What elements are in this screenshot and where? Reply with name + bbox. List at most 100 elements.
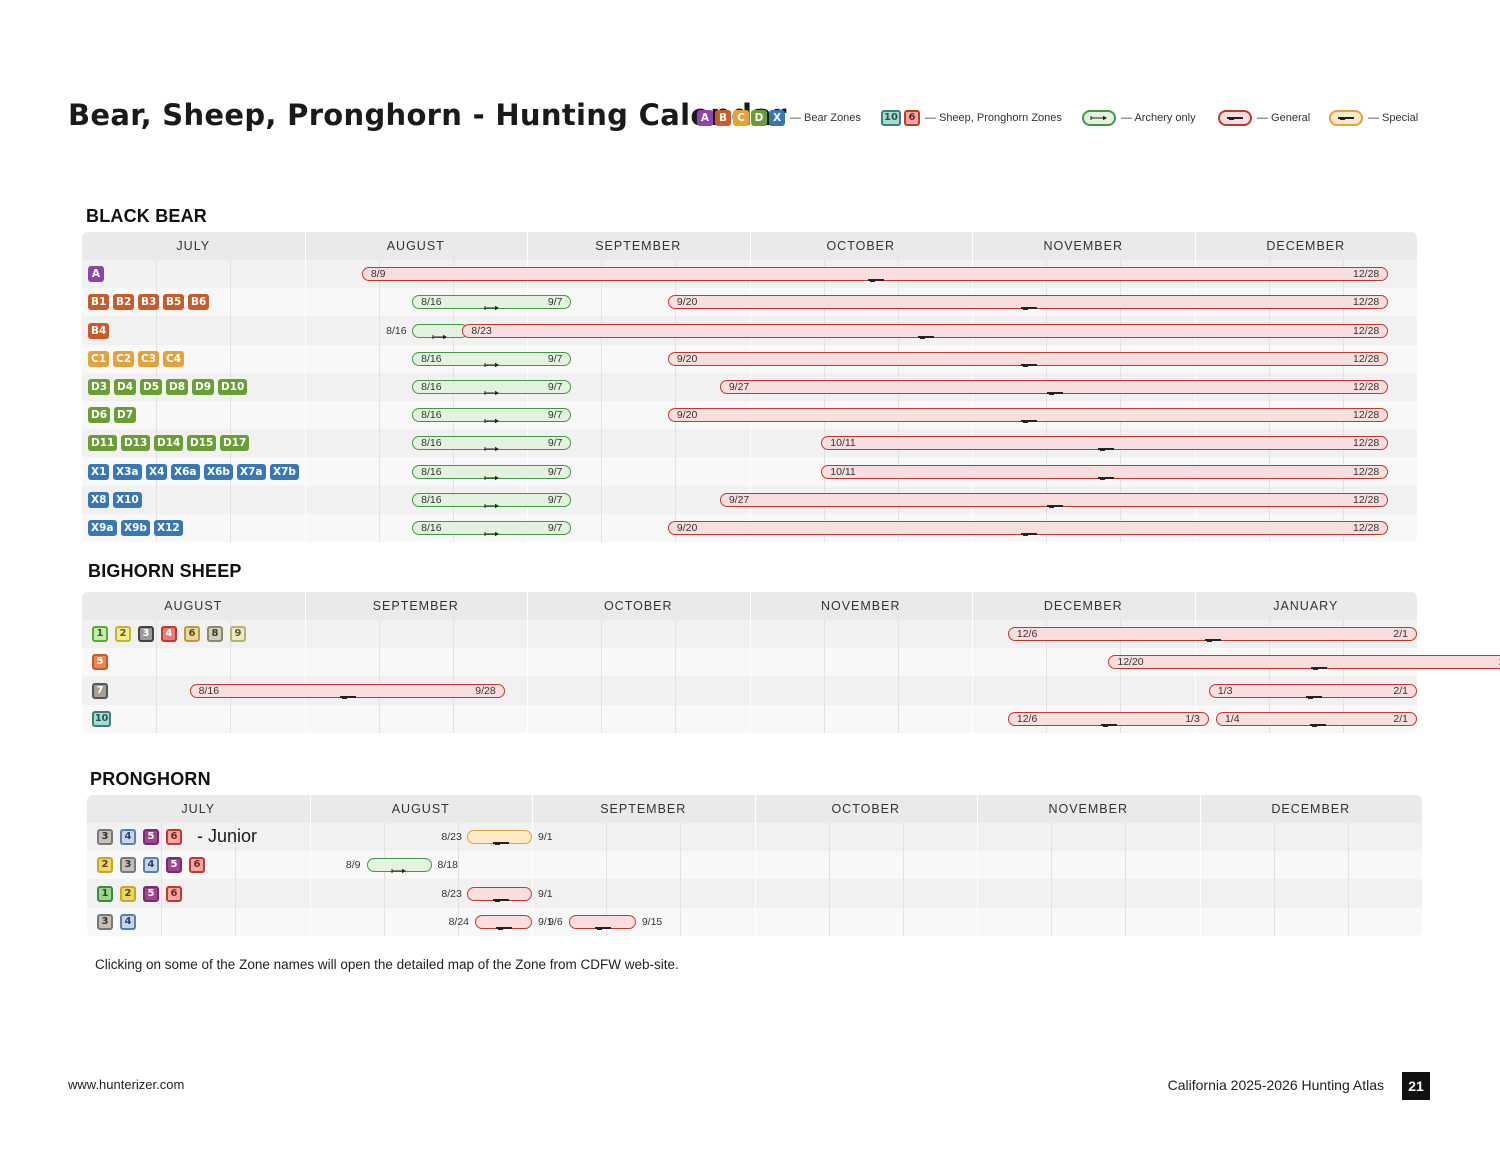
zone-badge-8[interactable]: 8 (207, 626, 223, 643)
zone-badge-b6[interactable]: B6 (188, 294, 210, 311)
general-season-bar[interactable] (474, 914, 532, 930)
special-season-bar[interactable] (467, 830, 532, 846)
zone-badge-1[interactable]: 1 (97, 885, 113, 902)
zone-badge-b2[interactable]: B2 (113, 294, 135, 311)
zone-badge-x4[interactable]: X4 (146, 463, 168, 480)
zone-badge-d3[interactable]: D3 (88, 378, 111, 395)
general-season-bar[interactable]: 10/11 12/28 (821, 464, 1389, 480)
zone-badge-d5[interactable]: D5 (140, 378, 163, 395)
zone-badge-1[interactable]: 1 (92, 626, 108, 643)
general-season-bar[interactable]: 9/20 12/28 (667, 520, 1389, 536)
archery-arrow-icon (484, 383, 500, 401)
zone-badge-10[interactable]: 10 (92, 710, 112, 727)
zone-badge-x12[interactable]: X12 (154, 519, 183, 536)
zone-badge-c1[interactable]: C1 (88, 350, 110, 367)
archery-season-bar[interactable] (412, 323, 469, 339)
zone-badge-6[interactable]: 6 (166, 885, 182, 902)
zone-badge-x8[interactable]: X8 (88, 491, 110, 508)
general-season-bar[interactable]: 12/6 2/1 (1007, 627, 1417, 643)
zone-badge-d7[interactable]: D7 (114, 407, 137, 424)
zone-badge-4[interactable]: 4 (120, 829, 136, 846)
season-end-date: 9/7 (547, 352, 563, 365)
general-season-bar[interactable]: 9/27 12/28 (719, 379, 1389, 395)
general-season-bar[interactable] (467, 886, 532, 902)
season-end-date: 1/3 (1185, 712, 1200, 725)
zone-badge-6[interactable]: 6 (189, 857, 205, 874)
zone-badge-4[interactable]: 4 (161, 626, 177, 643)
general-season-bar[interactable]: 8/9 12/28 (361, 267, 1389, 283)
zone-badge-c4[interactable]: C4 (163, 350, 185, 367)
zone-badge-x9b[interactable]: X9b (121, 519, 150, 536)
website-link[interactable]: www.hunterizer.com (68, 1077, 185, 1092)
zone-badge-4[interactable]: 4 (143, 857, 159, 874)
archery-season-bar[interactable]: 8/16 9/7 (412, 492, 572, 508)
zone-badge-2[interactable]: 2 (97, 857, 113, 874)
zone-badge-3[interactable]: 3 (138, 626, 154, 643)
zone-badge-b5[interactable]: B5 (163, 294, 185, 311)
zone-badge-5[interactable]: 5 (143, 885, 159, 902)
zone-badge-d11[interactable]: D11 (88, 435, 118, 452)
general-season-bar[interactable]: 8/16 9/28 (189, 683, 505, 699)
zone-badge-5[interactable]: 5 (92, 654, 108, 671)
general-season-bar[interactable]: 9/20 12/28 (667, 351, 1389, 367)
general-season-bar[interactable]: 8/23 12/28 (462, 323, 1389, 339)
archery-season-bar[interactable]: 8/16 9/7 (412, 436, 572, 452)
zone-badge-d6[interactable]: D6 (88, 407, 111, 424)
zone-badge-6[interactable]: 6 (166, 829, 182, 846)
zone-badge-d9[interactable]: D9 (192, 378, 215, 395)
zone-badge-d10[interactable]: D10 (218, 378, 248, 395)
general-season-bar[interactable]: 12/20 2/15 (1108, 655, 1500, 671)
zone-badge-x3a[interactable]: X3a (113, 463, 142, 480)
general-season-bar[interactable]: 9/20 12/28 (667, 408, 1389, 424)
general-season-bar[interactable]: 9/27 12/28 (719, 492, 1389, 508)
zone-badge-x10[interactable]: X10 (113, 491, 142, 508)
archery-season-bar[interactable]: 8/16 9/7 (412, 351, 572, 367)
zone-badge-x6a[interactable]: X6a (171, 463, 200, 480)
zone-badge-x9a[interactable]: X9a (88, 519, 117, 536)
zone-badge-x7b[interactable]: X7b (270, 463, 299, 480)
zone-badge-4[interactable]: 4 (120, 913, 136, 930)
zone-badge-c3[interactable]: C3 (138, 350, 160, 367)
zone-badge-3[interactable]: 3 (120, 857, 136, 874)
zone-badge-x6b[interactable]: X6b (204, 463, 233, 480)
zone-badge-b3[interactable]: B3 (138, 294, 160, 311)
season-end-date: 2/15 (1499, 655, 1500, 669)
zone-badge-d13[interactable]: D13 (121, 435, 151, 452)
zone-badge-d15[interactable]: D15 (187, 435, 217, 452)
general-season-bar[interactable] (569, 914, 636, 930)
zone-badge-x1[interactable]: X1 (88, 463, 110, 480)
archery-season-bar[interactable]: 8/16 9/7 (412, 379, 572, 396)
zone-badge-3[interactable]: 3 (97, 913, 113, 930)
legend-bear-zones-label: — Bear Zones (790, 112, 861, 124)
zone-badge-d17[interactable]: D17 (220, 435, 250, 452)
general-season-bar[interactable]: 9/20 12/28 (667, 295, 1389, 311)
zone-badge-b4[interactable]: B4 (88, 322, 110, 339)
legend-special-pill (1329, 110, 1363, 126)
rifle-icon (1310, 658, 1328, 676)
zone-badge-5[interactable]: 5 (166, 857, 182, 874)
zone-badge-2[interactable]: 2 (120, 885, 136, 902)
zone-badge-9[interactable]: 9 (230, 626, 246, 643)
zone-badge-d4[interactable]: D4 (114, 378, 137, 395)
general-season-bar[interactable]: 1/4 2/1 (1216, 711, 1417, 727)
general-season-bar[interactable]: 12/6 1/3 (1007, 711, 1209, 727)
archery-season-bar[interactable]: 8/16 9/7 (412, 295, 572, 311)
zone-badge-a[interactable]: A (88, 266, 104, 283)
general-season-bar[interactable]: 10/11 12/28 (821, 436, 1389, 452)
archery-season-bar[interactable]: 8/16 9/7 (412, 408, 572, 424)
zone-badge-2[interactable]: 2 (115, 626, 131, 643)
archery-season-bar[interactable]: 8/16 9/7 (412, 464, 572, 480)
zone-badge-7[interactable]: 7 (92, 682, 108, 699)
zone-badge-d8[interactable]: D8 (166, 378, 189, 395)
zone-badge-5[interactable]: 5 (143, 829, 159, 846)
season-start-date: 9/20 (676, 521, 698, 534)
zone-badge-b1[interactable]: B1 (88, 294, 110, 311)
zone-badge-d14[interactable]: D14 (154, 435, 184, 452)
zone-badge-3[interactable]: 3 (97, 829, 113, 846)
zone-badge-x7a[interactable]: X7a (237, 463, 266, 480)
zone-badge-6[interactable]: 6 (184, 626, 200, 643)
archery-season-bar[interactable] (366, 858, 432, 874)
general-season-bar[interactable]: 1/3 2/1 (1208, 683, 1417, 699)
zone-badge-c2[interactable]: C2 (113, 350, 135, 367)
archery-season-bar[interactable]: 8/16 9/7 (412, 520, 572, 537)
